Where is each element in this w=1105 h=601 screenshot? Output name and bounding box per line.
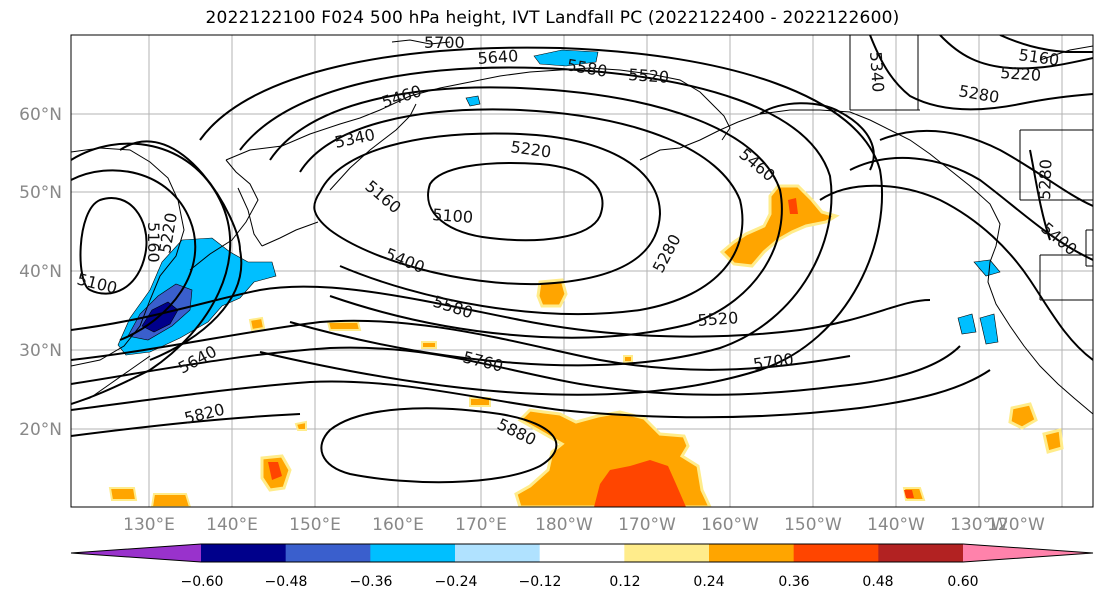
colorbar-tick-label: −0.24 <box>435 574 478 590</box>
colorbar-tick-label: 0.12 <box>609 574 640 590</box>
lat-label: 40°N <box>19 262 62 282</box>
height-contours <box>71 35 1093 484</box>
colorbar-outline <box>70 543 1094 563</box>
colorbar-tick-label: 0.24 <box>693 574 724 590</box>
lon-label: 180°W <box>535 515 593 535</box>
lon-label: 150°E <box>289 515 341 535</box>
lat-label: 50°N <box>19 183 62 203</box>
colorbar <box>70 543 1094 563</box>
colorbar-extend-min <box>71 544 201 562</box>
lat-label: 60°N <box>19 105 62 125</box>
lon-label: 160°E <box>372 515 424 535</box>
contour-label: 5340 <box>866 51 888 93</box>
contour-label: 5700 <box>424 33 465 52</box>
contour-label: 5160 <box>144 222 163 263</box>
lon-label: 120°W <box>987 515 1045 535</box>
colorbar-tick-label: −0.12 <box>519 574 562 590</box>
contour-label: 5520 <box>628 65 670 87</box>
contour-label: 5640 <box>477 46 519 68</box>
lon-label: 130°E <box>123 515 175 535</box>
colorbar-tick-label: 0.48 <box>862 574 893 590</box>
colorbar-segment <box>878 544 964 562</box>
lon-label: 130°W <box>950 515 1008 535</box>
lon-label: 160°W <box>701 515 759 535</box>
lon-label: 140°E <box>206 515 258 535</box>
colorbar-segment <box>285 544 371 562</box>
colorbar-tick-label: 0.60 <box>947 574 978 590</box>
colorbar-segment <box>455 544 541 562</box>
colorbar-tick-label: 0.36 <box>778 574 809 590</box>
contour-label: 5520 <box>697 308 739 330</box>
colorbar-segment <box>539 544 625 562</box>
lon-label: 170°W <box>618 515 676 535</box>
colorbar-tick-labels: −0.60 −0.48 −0.36 −0.24 −0.12 0.12 0.24 … <box>181 574 979 590</box>
colorbar-segment <box>624 544 710 562</box>
lon-label: 150°W <box>784 515 842 535</box>
contour-label: 5280 <box>1035 159 1055 200</box>
lon-label: 170°E <box>455 515 507 535</box>
lat-label: 20°N <box>19 420 62 440</box>
contour-label: 5100 <box>432 205 474 227</box>
latitude-labels: 60°N 50°N 40°N 30°N 20°N <box>19 105 62 440</box>
lon-label: 140°W <box>867 515 925 535</box>
colorbar-segment <box>793 544 879 562</box>
colorbar-extend-max <box>963 544 1093 562</box>
colorbar-tick-label: −0.60 <box>181 574 224 590</box>
map-title: 2022122100 F024 500 hPa height, IVT Land… <box>205 8 900 28</box>
colorbar-segment <box>709 544 795 562</box>
longitude-labels: 130°E 140°E 150°E 160°E 170°E 180°W 170°… <box>123 515 1045 535</box>
colorbar-tick-label: −0.48 <box>265 574 308 590</box>
colorbar-tick-label: −0.36 <box>350 574 393 590</box>
ivt-positive-regions <box>108 184 1064 507</box>
colorbar-segment <box>201 544 287 562</box>
contour-label: 5220 <box>1000 63 1042 85</box>
map-frame <box>70 34 1094 508</box>
colorbar-segment <box>370 544 456 562</box>
lat-label: 30°N <box>19 341 62 361</box>
